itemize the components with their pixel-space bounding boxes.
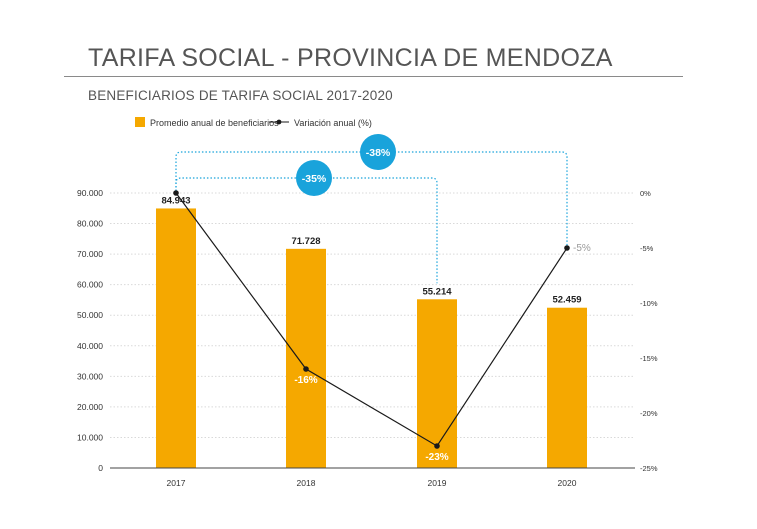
line-value-label: -23% [425, 452, 448, 463]
bar [156, 208, 196, 468]
y-left-tick-label: 10.000 [77, 432, 103, 442]
y-left-tick-label: 40.000 [77, 341, 103, 351]
y-left-tick-label: 70.000 [77, 249, 103, 259]
line-point [434, 443, 440, 449]
chart-subtitle: BENEFICIARIOS DE TARIFA SOCIAL 2017-2020 [88, 88, 393, 103]
x-tick-label: 2017 [167, 478, 186, 488]
legend-line-label: Variación anual (%) [294, 118, 372, 128]
y-right-tick-label: -20% [640, 409, 658, 418]
y-right-tick-label: 0% [640, 189, 651, 198]
legend-bar-swatch [135, 117, 145, 127]
y-left-tick-label: 50.000 [77, 310, 103, 320]
variation-line [175, 192, 568, 447]
x-tick-label: 2019 [428, 478, 447, 488]
bar [547, 307, 587, 468]
change-bubble-label: -38% [366, 147, 391, 159]
line-value-label: -5% [573, 243, 591, 254]
y-right-tick-label: -5% [640, 244, 654, 253]
bar-value-label: 52.459 [552, 295, 581, 306]
x-tick-label: 2018 [297, 478, 316, 488]
bar [417, 299, 457, 468]
y-right-tick-label: -15% [640, 354, 658, 363]
line-value-label: -16% [294, 375, 317, 386]
y-left-tick-label: 80.000 [77, 219, 103, 229]
y-right-tick-label: -25% [640, 464, 658, 473]
y-left-tick-label: 0 [98, 463, 103, 473]
y-left-tick-label: 20.000 [77, 402, 103, 412]
line-point [173, 190, 179, 196]
x-tick-label: 2020 [558, 478, 577, 488]
legend-bar-label: Promedio anual de beneficiarios [150, 118, 279, 128]
bar-value-label: 55.214 [422, 286, 452, 297]
page-title: TARIFA SOCIAL - PROVINCIA DE MENDOZA [88, 44, 613, 72]
change-bubble [360, 134, 396, 170]
y-left-tick-label: 90.000 [77, 188, 103, 198]
bar-value-label: 84.943 [161, 195, 190, 206]
legend-line-marker [276, 119, 282, 125]
bar [286, 248, 326, 468]
change-bubble-label: -35% [302, 173, 327, 185]
line-point [303, 366, 309, 372]
y-left-tick-label: 30.000 [77, 371, 103, 381]
chart-legend: Promedio anual de beneficiarios Variació… [135, 117, 372, 128]
bar-value-label: 71.728 [291, 236, 320, 247]
y-left-tick-label: 60.000 [77, 280, 103, 290]
title-divider [64, 76, 683, 77]
line-point [564, 245, 570, 251]
y-right-tick-label: -10% [640, 299, 658, 308]
change-bubble [296, 160, 332, 196]
